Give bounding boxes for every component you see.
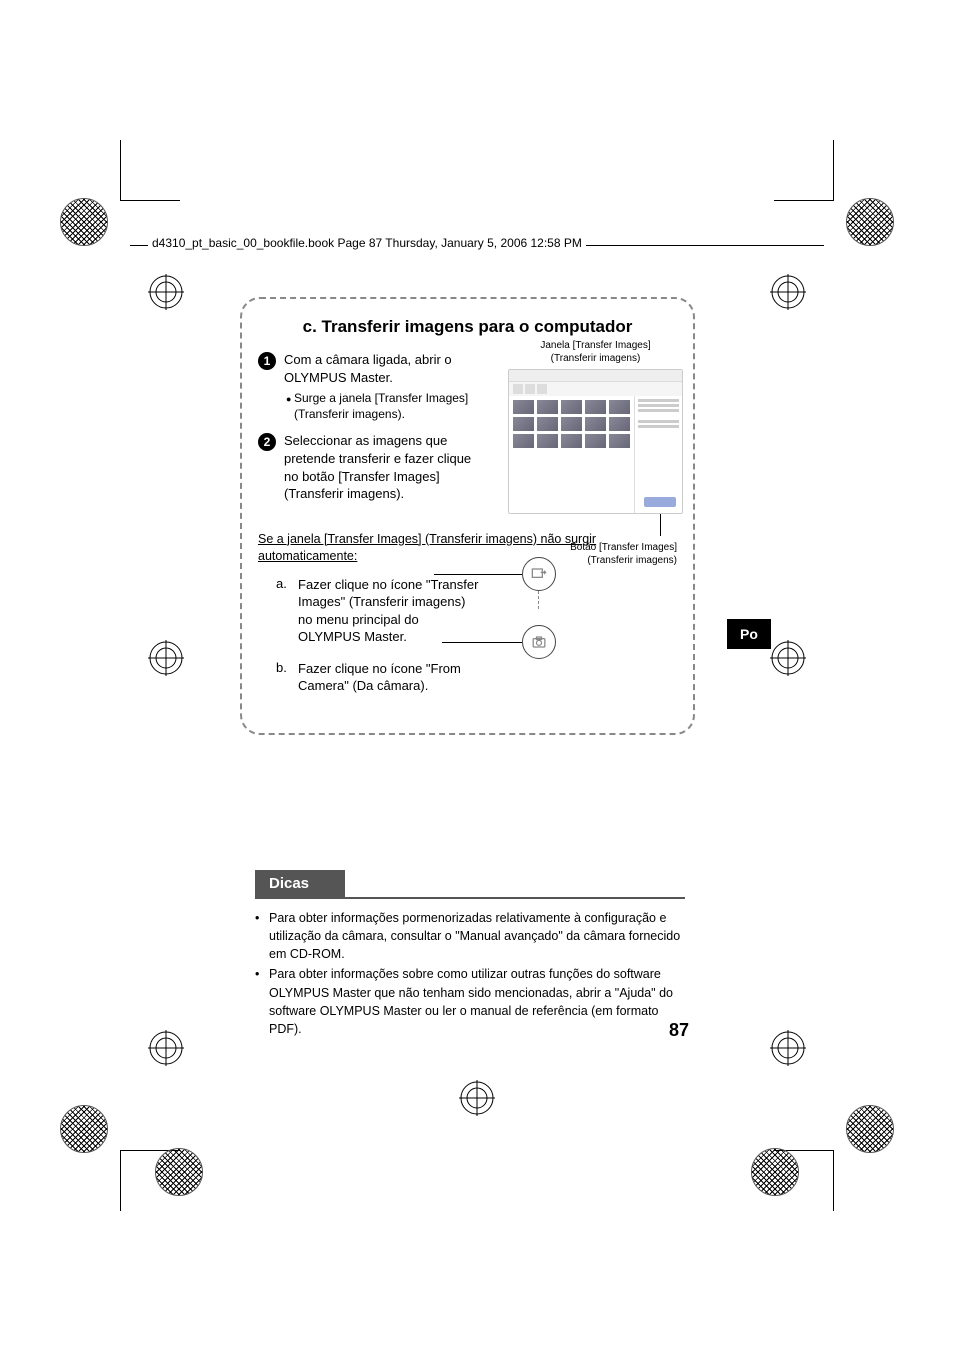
image-thumbnail [585,434,606,448]
crop-mark [120,200,180,201]
step-subtext: Surge a janela [Transfer Images] (Transf… [284,390,483,422]
image-thumbnail [561,400,582,414]
page-number: 87 [669,1020,689,1041]
image-thumbnail [537,434,558,448]
crosshair-target-icon [148,274,184,310]
image-thumbnail [561,434,582,448]
tips-item: •Para obter informações sobre como utili… [255,965,685,1038]
step-text: Seleccionar as imagens que pretende tran… [284,432,483,502]
tips-header: Dicas [255,870,345,897]
crop-mark [833,140,834,200]
transfer-images-button [644,497,676,507]
tips-block: Dicas •Para obter informações pormenoriz… [255,870,685,1040]
leader-line-dashed [538,591,539,609]
annotation-button-caption: Botão [Transfer Images] (Transferir imag… [570,541,677,567]
annotation-leader-line [660,514,661,536]
transfer-images-icon [522,557,556,591]
annotation-caption-line1: Janela [Transfer Images] [540,340,650,351]
bullet-icon: • [255,965,269,1038]
annotation-caption-line2: (Transferir imagens) [587,555,677,566]
step-text-body: Com a câmara ligada, abrir o OLYMPUS Mas… [284,352,452,385]
sidebar-text-line [638,409,679,412]
image-thumbnail [537,417,558,431]
crop-mark [120,1151,121,1211]
registration-hatch-icon [751,1148,799,1196]
from-camera-icon [522,625,556,659]
sidebar-text-line [638,399,679,402]
transfer-images-window [508,369,683,514]
sidebar-text-line [638,425,679,428]
main-content: c. Transferir imagens para o computador … [240,297,695,735]
registration-hatch-icon [846,198,894,246]
toolbar-icon [537,384,547,394]
section-box: c. Transferir imagens para o computador … [240,297,695,735]
registration-hatch-icon [60,1105,108,1153]
toolbar-icon [513,384,523,394]
sub-step-letter: b. [276,660,298,675]
crosshair-target-icon [770,1030,806,1066]
registration-hatch-icon [846,1105,894,1153]
sub-step-a: a. Fazer clique no ícone "Transfer Image… [258,576,483,646]
crosshair-target-icon [459,1080,495,1116]
crop-mark [120,140,121,200]
thumbnail-grid [509,396,634,513]
tips-item: •Para obter informações pormenorizadas r… [255,909,685,963]
step-text: Com a câmara ligada, abrir o OLYMPUS Mas… [284,351,483,422]
step-text-body: Seleccionar as imagens que pretende tran… [284,433,471,501]
bullet-icon: • [255,909,269,963]
sidebar-text-line [638,420,679,423]
language-tab: Po [727,619,771,649]
tips-item-text: Para obter informações sobre como utiliz… [269,965,685,1038]
image-thumbnail [585,417,606,431]
image-thumbnail [585,400,606,414]
crosshair-target-icon [770,640,806,676]
image-thumbnail [513,400,534,414]
step-number-badge: 1 [258,352,276,370]
toolbar-icon [525,384,535,394]
image-thumbnail [609,400,630,414]
image-thumbnail [609,417,630,431]
window-toolbar [509,382,682,396]
annotation-caption-line1: Botão [Transfer Images] [570,542,677,553]
image-thumbnail [513,417,534,431]
leader-line [434,574,522,575]
window-body [509,396,682,513]
leader-line [442,642,522,643]
registration-hatch-icon [155,1148,203,1196]
sub-step-text: Fazer clique no ícone "From Camera" (Da … [298,660,483,695]
sidebar-text-line [638,404,679,407]
step-2: 2 Seleccionar as imagens que pretende tr… [258,432,483,502]
crosshair-target-icon [148,640,184,676]
image-thumbnail [561,417,582,431]
annotation-caption-line2: (Transferir imagens) [551,353,641,364]
section-title: c. Transferir imagens para o computador [258,317,677,337]
sub-step-text: Fazer clique no ícone "Transfer Images" … [298,576,483,646]
step-number-badge: 2 [258,433,276,451]
crop-mark [833,1151,834,1211]
window-titlebar [509,370,682,382]
image-thumbnail [513,434,534,448]
step-1: 1 Com a câmara ligada, abrir o OLYMPUS M… [258,351,483,422]
annotation-window-caption: Janela [Transfer Images] (Transferir ima… [508,339,683,365]
crosshair-target-icon [148,1030,184,1066]
page-root: d4310_pt_basic_00_bookfile.book Page 87 … [0,0,954,1351]
sub-step-b: b. Fazer clique no ícone "From Camera" (… [258,660,483,695]
tips-list: •Para obter informações pormenorizadas r… [255,909,685,1038]
tips-item-text: Para obter informações pormenorizadas re… [269,909,685,963]
window-sidebar [634,396,682,513]
annotated-screenshot: Janela [Transfer Images] (Transferir ima… [508,339,683,514]
tips-header-row: Dicas [255,870,685,899]
sub-step-letter: a. [276,576,298,591]
image-thumbnail [609,434,630,448]
registration-hatch-icon [60,198,108,246]
crosshair-target-icon [770,274,806,310]
header-filepath: d4310_pt_basic_00_bookfile.book Page 87 … [148,236,586,250]
image-thumbnail [537,400,558,414]
crop-mark [774,200,834,201]
